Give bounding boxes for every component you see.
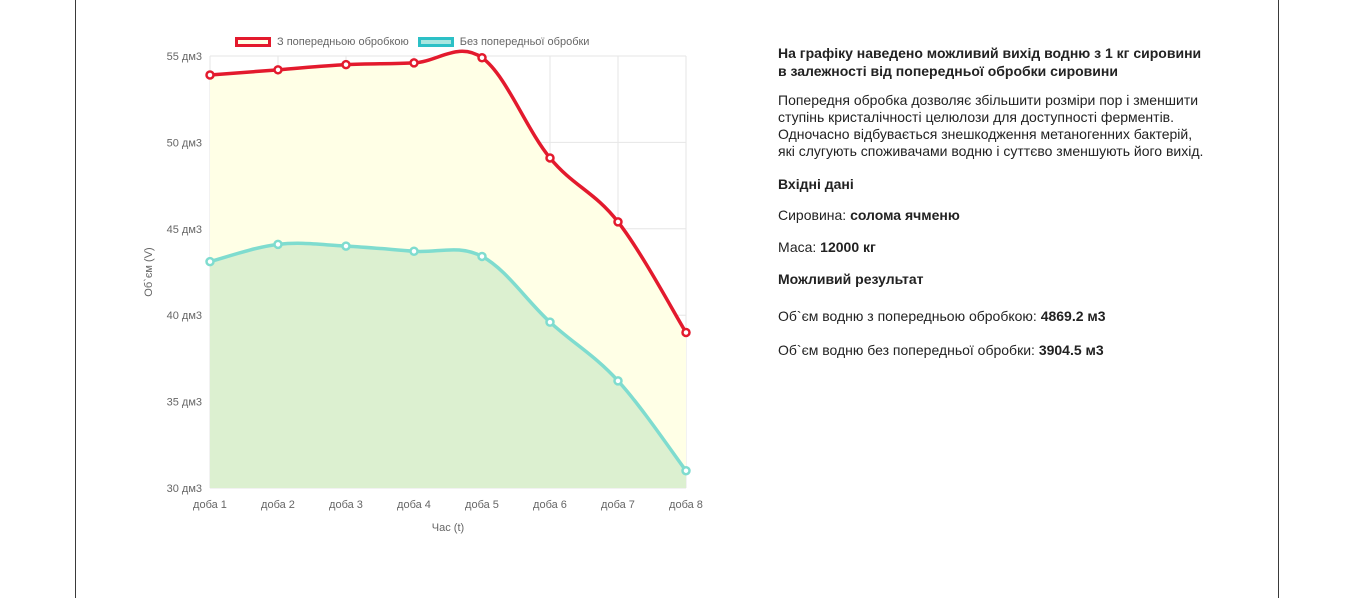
x-axis-label: Час (t)	[432, 522, 464, 534]
x-tick-label: доба 8	[669, 499, 703, 511]
x-tick-label: доба 2	[261, 499, 295, 511]
series-area-2	[210, 243, 686, 488]
mass-label: Маса:	[778, 239, 821, 255]
x-tick-label: доба 3	[329, 499, 363, 511]
data-point	[341, 241, 351, 251]
info-panel: На графіку наведено можливий вихід водню…	[778, 44, 1208, 376]
y-axis-label: Об`єм (V)	[143, 247, 155, 296]
result-heading: Можливий результат	[778, 271, 924, 287]
content-frame	[75, 0, 1279, 598]
x-tick-label: доба 5	[465, 499, 499, 511]
data-point	[545, 317, 555, 327]
legend-label-without-treatment: Без попередньої обробки	[459, 36, 590, 48]
data-point	[545, 153, 555, 163]
y-tick-label: 35 дм3	[167, 397, 202, 409]
y-tick-label: 45 дм3	[167, 224, 202, 236]
volume-with-treatment-line: Об`єм водню з попередньою обробкою: 4869…	[778, 308, 1208, 325]
volume-without-treatment-line: Об`єм водню без попередньої обробки: 390…	[778, 342, 1208, 359]
raw-material-line: Сировина: солома ячменю	[778, 207, 1208, 224]
line-chart: 55 дм3 50 дм3 45 дм3 40 дм3 35 дм3 30 дм3 доба…	[143, 49, 703, 534]
data-point	[341, 59, 351, 70]
data-point	[681, 327, 691, 338]
data-point	[477, 251, 487, 262]
legend-swatch-with-treatment	[235, 37, 271, 47]
data-point	[409, 58, 419, 68]
data-point	[477, 52, 487, 63]
data-point	[205, 70, 215, 80]
y-tick-label: 40 дм3	[167, 310, 202, 322]
data-point	[613, 217, 623, 227]
x-tick-label: доба 7	[601, 499, 635, 511]
x-tick-label: доба 4	[397, 499, 431, 511]
info-title: На графіку наведено можливий вихід водню…	[778, 45, 1202, 79]
data-point	[273, 239, 283, 250]
input-data-heading: Вхідні дані	[778, 176, 854, 192]
data-point	[205, 256, 215, 267]
x-tick-label: доба 6	[533, 499, 567, 511]
legend-item-without-treatment[interactable]: Без попередньої обробки	[417, 36, 590, 48]
mass-line: Маса: 12000 кг	[778, 239, 1208, 256]
data-point	[613, 376, 623, 386]
legend-swatch-without-treatment	[417, 37, 454, 47]
volume-without-treatment-value: 3904.5 м3	[1038, 342, 1104, 358]
chart-legend: З попередньою обробкою Без попередньої о…	[235, 34, 598, 50]
y-tick-label: 55 дм3	[167, 51, 202, 63]
data-point	[681, 465, 691, 476]
legend-item-with-treatment[interactable]: З попередньою обробкою	[235, 36, 409, 48]
mass-value: 12000 кг	[820, 239, 876, 255]
info-description: Попередня обробка дозволяє збільшити роз…	[778, 92, 1204, 159]
chart-container: З попередньою обробкою Без попередньої о…	[130, 28, 720, 548]
legend-label-with-treatment: З попередньою обробкою	[277, 36, 409, 48]
volume-with-treatment-value: 4869.2 м3	[1040, 308, 1106, 324]
volume-with-treatment-label: Об`єм водню з попередньою обробкою:	[778, 308, 1041, 324]
data-point	[273, 65, 283, 75]
y-tick-label: 50 дм3	[167, 137, 202, 149]
raw-material-value: солома ячменю	[850, 207, 960, 223]
raw-material-label: Сировина:	[778, 207, 851, 223]
y-tick-label: 30 дм3	[167, 483, 202, 495]
data-point	[409, 246, 419, 257]
x-tick-label: доба 1	[193, 499, 227, 511]
volume-without-treatment-label: Об`єм водню без попередньої обробки:	[778, 342, 1039, 358]
